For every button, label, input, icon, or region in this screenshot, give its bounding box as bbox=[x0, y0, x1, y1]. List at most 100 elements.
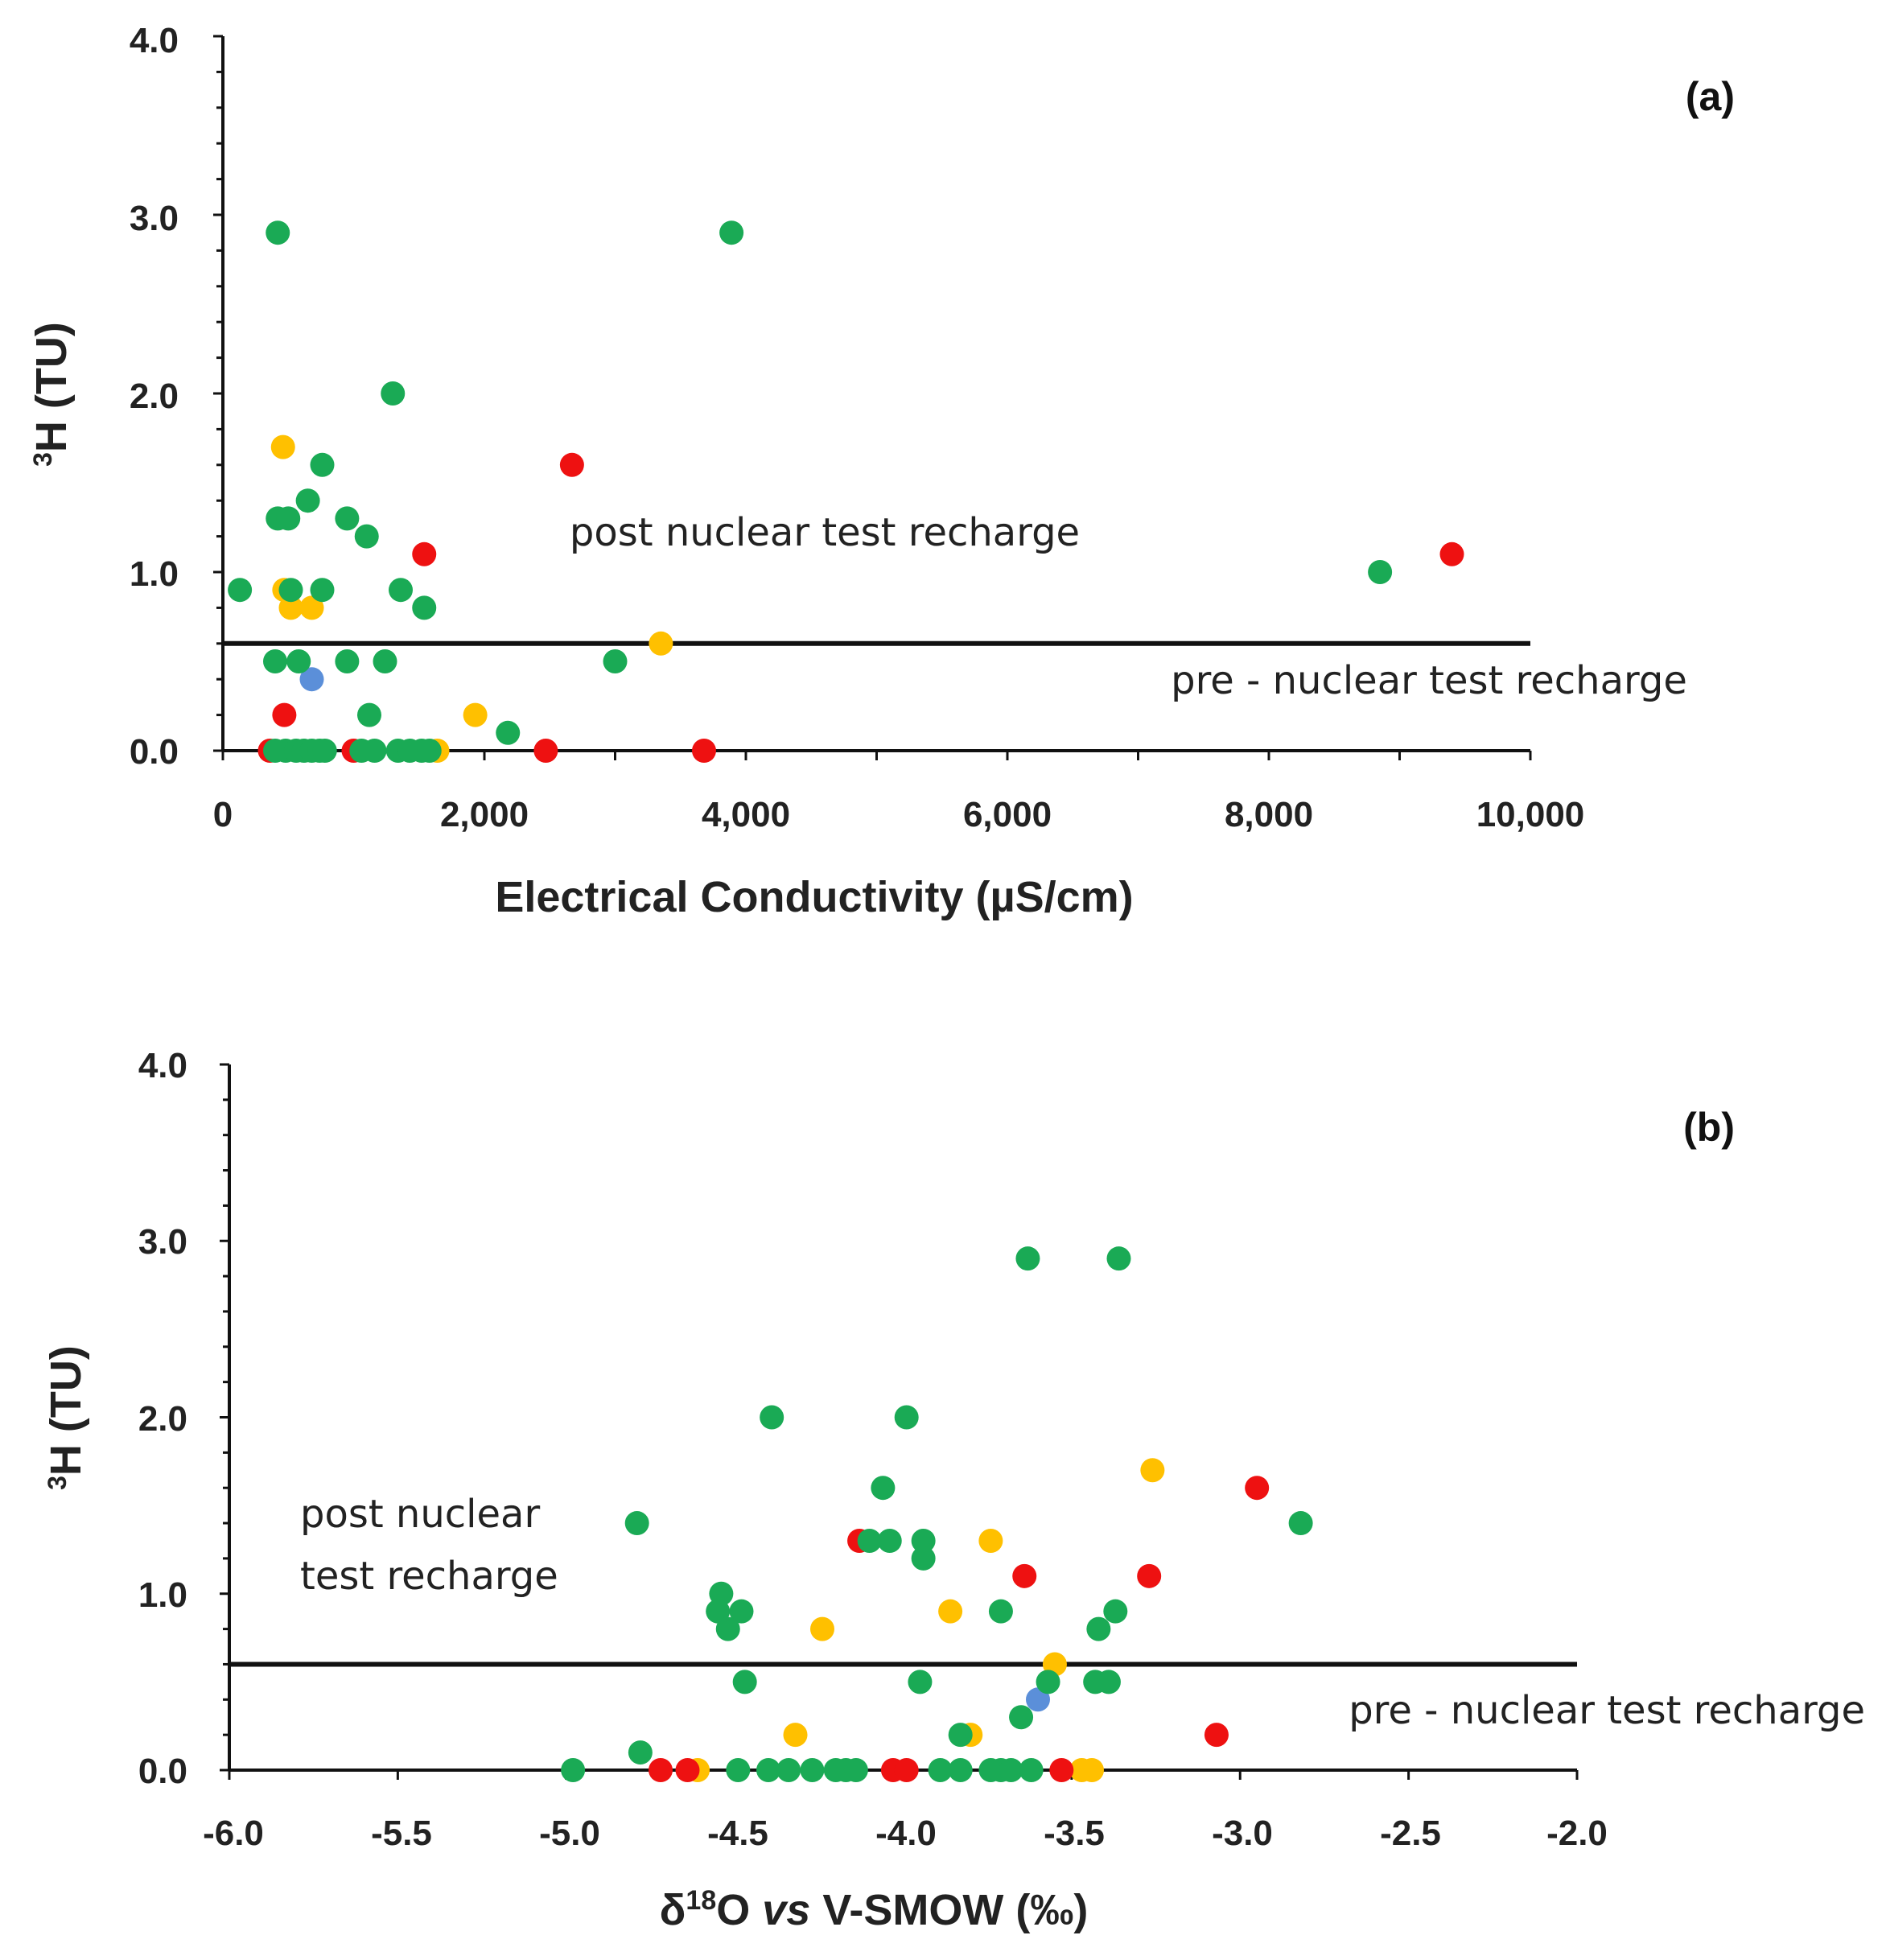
panel-b-point-green bbox=[561, 1758, 586, 1782]
panel-b-annotation-post-line2: test recharge bbox=[300, 1554, 558, 1599]
panel-a-point-green bbox=[373, 649, 397, 673]
panel-a-point-green bbox=[496, 720, 521, 745]
panel-b-point-green bbox=[776, 1758, 801, 1782]
panel-b-y-axis-main: H (TU) bbox=[42, 1345, 90, 1476]
panel-a-ytick-label: 0.0 bbox=[130, 732, 179, 772]
panel-b-label: (b) bbox=[1683, 1105, 1735, 1150]
panel-b-point-green bbox=[732, 1670, 757, 1694]
panel-b-y-axis-sup: 3 bbox=[43, 1476, 72, 1490]
panel-b-x-axis-o: O bbox=[716, 1886, 762, 1934]
panel-b-ytick-label: 4.0 bbox=[138, 1046, 187, 1085]
panel-a-y-axis-main: H (TU) bbox=[27, 322, 76, 452]
panel-b-point-yellow bbox=[783, 1723, 808, 1748]
panel-b-ytick-label: 1.0 bbox=[138, 1575, 187, 1615]
panel-b-point-green bbox=[1288, 1511, 1313, 1536]
panel-b-xtick-label: -4.0 bbox=[875, 1814, 937, 1853]
panel-b-xtick-label: -2.0 bbox=[1546, 1814, 1608, 1853]
panel-b-points bbox=[561, 1246, 1313, 1782]
panel-a-point-green bbox=[354, 524, 379, 549]
panel-b-point-green bbox=[928, 1758, 953, 1782]
panel-a-point-red bbox=[692, 739, 716, 763]
panel-a-xtick-label: 2,000 bbox=[440, 795, 529, 834]
panel-b-xtick-label: -2.5 bbox=[1380, 1814, 1441, 1853]
panel-a-point-green bbox=[286, 649, 311, 673]
panel-a-point-green bbox=[1368, 560, 1393, 584]
panel-a: 0.0 1.0 2.0 3.0 4.0 0 2,000 4,000 6,000 … bbox=[27, 21, 1735, 921]
panel-b-point-green bbox=[1086, 1616, 1111, 1641]
panel-b-point-blue bbox=[1026, 1687, 1050, 1712]
panel-b-point-red bbox=[1049, 1758, 1074, 1782]
panel-a-ytick-label: 3.0 bbox=[130, 199, 179, 238]
panel-b-x-axis-delta: δ bbox=[660, 1886, 686, 1934]
panel-a-point-red bbox=[533, 739, 558, 763]
panel-a-point-yellow bbox=[299, 595, 324, 620]
panel-b-point-red bbox=[1204, 1723, 1229, 1748]
panel-a-point-green bbox=[389, 578, 413, 603]
panel-a-xtick-label: 8,000 bbox=[1225, 795, 1313, 834]
panel-a-x-axis-title: Electrical Conductivity (µS/cm) bbox=[495, 873, 1133, 921]
panel-b-point-red bbox=[1137, 1563, 1162, 1588]
panel-b-xtick-label: -6.0 bbox=[203, 1814, 264, 1853]
panel-a-point-green bbox=[381, 381, 406, 406]
panel-a-point-green bbox=[312, 739, 337, 763]
panel-b-annotation-pre: pre - nuclear test recharge bbox=[1349, 1688, 1865, 1733]
panel-a-point-red bbox=[559, 452, 584, 477]
panel-b-point-green bbox=[729, 1599, 754, 1624]
panel-a-point-green bbox=[357, 702, 381, 727]
panel-b-point-green bbox=[706, 1599, 731, 1624]
panel-b-point-green bbox=[911, 1528, 936, 1553]
panel-a-point-green bbox=[310, 452, 335, 477]
panel-a-ytick-label: 2.0 bbox=[130, 377, 179, 416]
panel-a-point-yellow bbox=[270, 434, 295, 459]
panel-a-point-yellow bbox=[278, 595, 303, 620]
panel-b-point-green bbox=[988, 1599, 1013, 1624]
panel-b-point-green bbox=[911, 1546, 936, 1571]
panel-a-points bbox=[228, 220, 1464, 763]
panel-a-point-green bbox=[335, 649, 360, 673]
panel-a-y-axis-title: 3H (TU) bbox=[27, 322, 76, 467]
panel-b-point-green bbox=[715, 1616, 740, 1641]
panel-b-xtick-label: -3.5 bbox=[1044, 1814, 1105, 1853]
panel-b-y-axis-title: 3H (TU) bbox=[42, 1345, 90, 1490]
panel-b-point-green bbox=[624, 1511, 649, 1536]
panel-b-point-yellow bbox=[810, 1616, 834, 1641]
panel-b-point-green bbox=[999, 1758, 1023, 1782]
panel-b-point-red bbox=[894, 1758, 919, 1782]
panel-b-x-axis-sup: 18 bbox=[686, 1885, 716, 1916]
panel-a-y-axis-sup: 3 bbox=[28, 452, 57, 467]
panel-a-xtick-label: 6,000 bbox=[963, 795, 1052, 834]
panel-b-point-red bbox=[649, 1758, 673, 1782]
panel-b-point-green bbox=[894, 1405, 919, 1430]
panel-a-annotation-post: post nuclear test recharge bbox=[570, 510, 1080, 555]
panel-a-point-green bbox=[266, 220, 290, 245]
panel-b-point-green bbox=[1103, 1599, 1128, 1624]
panel-b: 0.0 1.0 2.0 3.0 4.0 -6.0 -5.5 -5.0 -4.5 … bbox=[42, 1046, 1865, 1934]
panel-a-point-green bbox=[719, 220, 744, 245]
panel-b-ytick-label: 3.0 bbox=[138, 1222, 187, 1262]
panel-b-x-axis-vs: vs bbox=[762, 1886, 810, 1934]
panel-a-point-red bbox=[412, 541, 437, 566]
panel-a-point-green bbox=[276, 506, 301, 531]
panel-b-point-yellow bbox=[938, 1599, 963, 1624]
panel-a-point-green bbox=[263, 649, 287, 673]
panel-a-point-red bbox=[272, 702, 297, 727]
panel-a-point-blue bbox=[299, 667, 324, 692]
panel-b-point-green bbox=[628, 1740, 653, 1765]
panel-b-xtick-label: -4.5 bbox=[707, 1814, 768, 1853]
panel-b-point-green bbox=[871, 1476, 896, 1501]
panel-b-ytick-label: 2.0 bbox=[138, 1399, 187, 1439]
panel-b-point-green bbox=[760, 1405, 784, 1430]
panel-a-ytick-label: 1.0 bbox=[130, 554, 179, 594]
panel-b-point-green bbox=[843, 1758, 868, 1782]
panel-b-point-green bbox=[726, 1758, 751, 1782]
panel-b-xtick-label: -3.0 bbox=[1212, 1814, 1273, 1853]
panel-b-point-green bbox=[948, 1758, 973, 1782]
panel-b-x-axis-title: δ18O vs V-SMOW (‰) bbox=[660, 1885, 1089, 1934]
panel-a-point-green bbox=[335, 506, 360, 531]
panel-b-xtick-label: -5.5 bbox=[371, 1814, 432, 1853]
panel-b-point-green bbox=[1106, 1246, 1131, 1271]
panel-b-point-green bbox=[877, 1528, 902, 1553]
panel-a-point-yellow bbox=[463, 702, 488, 727]
panel-a-label: (a) bbox=[1686, 74, 1735, 119]
panel-b-point-green bbox=[908, 1670, 933, 1694]
